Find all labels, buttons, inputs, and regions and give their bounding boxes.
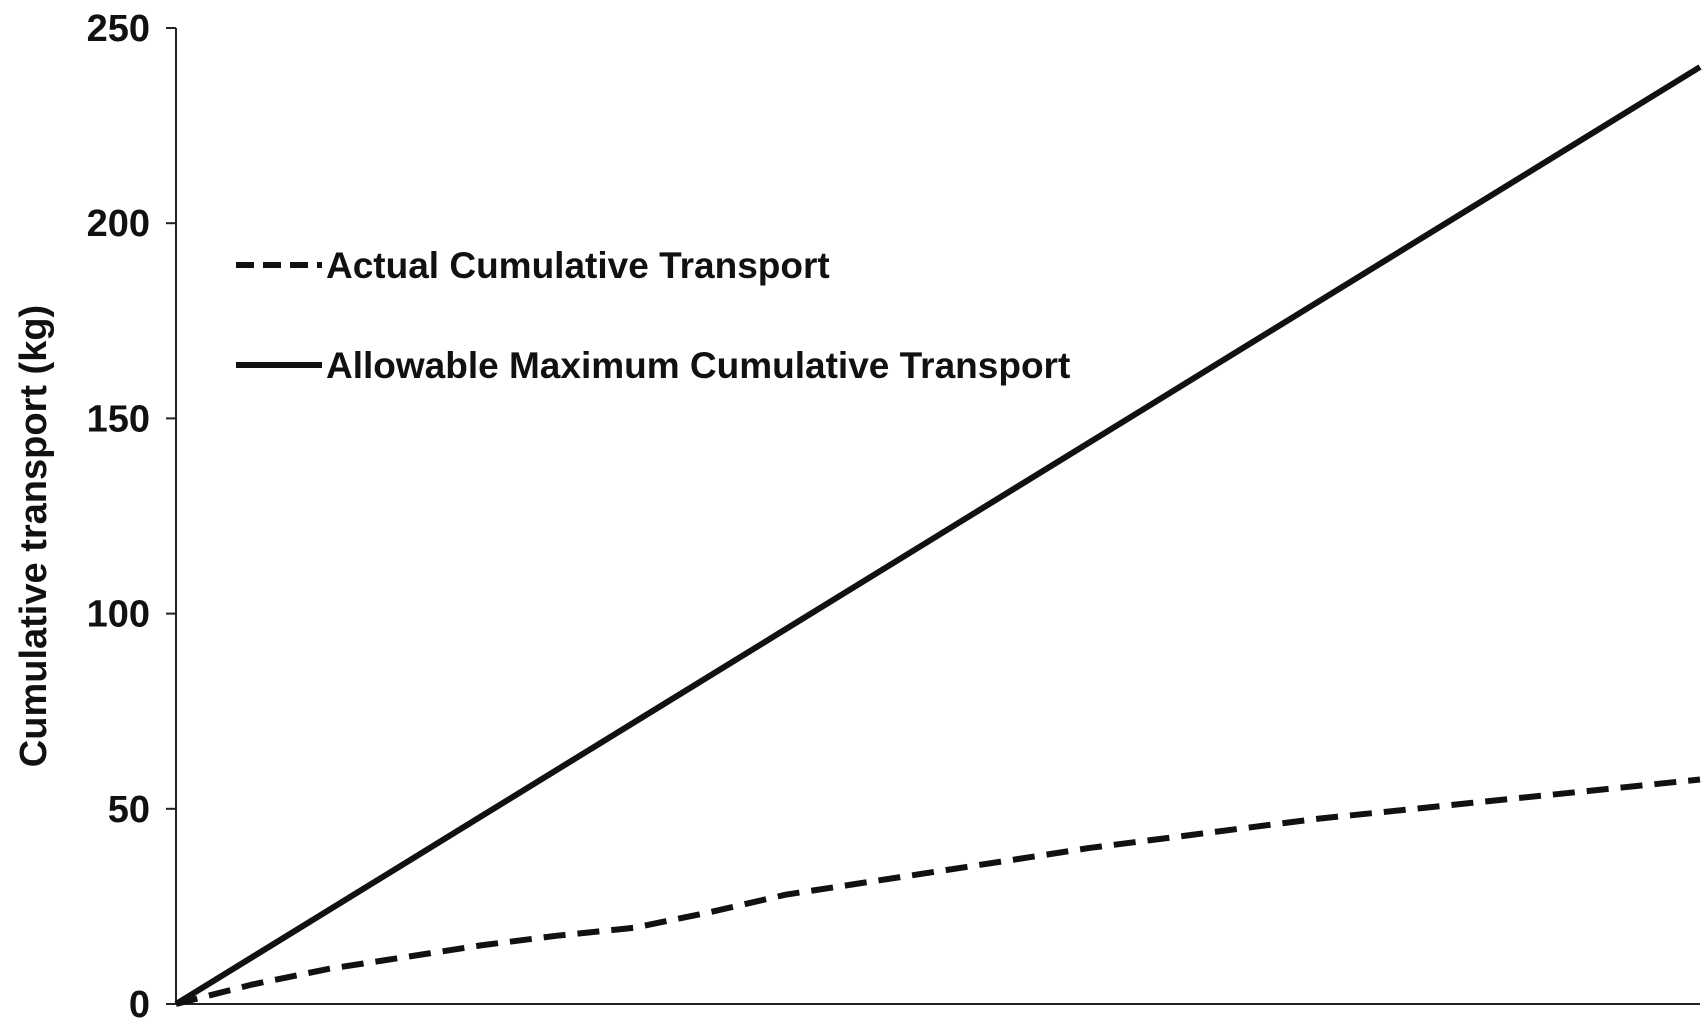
axes bbox=[175, 28, 1700, 1005]
y-ticks: 0 50 100 150 200 250 bbox=[87, 8, 176, 1026]
series bbox=[174, 64, 1702, 1007]
y-tick-label: 250 bbox=[87, 8, 150, 50]
series-line-allowable bbox=[174, 64, 1702, 1007]
y-tick-label: 50 bbox=[108, 789, 150, 831]
y-tick-label: 0 bbox=[129, 984, 150, 1026]
series-line-actual bbox=[175, 776, 1701, 1007]
y-tick-label: 200 bbox=[87, 203, 150, 245]
y-tick-label: 100 bbox=[87, 594, 150, 636]
legend-label: Allowable Maximum Cumulative Transport bbox=[326, 345, 1070, 386]
y-axis-title: Cumulative transport (kg) bbox=[13, 305, 55, 767]
legend-label: Actual Cumulative Transport bbox=[326, 245, 830, 286]
legend: Actual Cumulative Transport Allowable Max… bbox=[236, 245, 1070, 386]
y-tick-label: 150 bbox=[87, 398, 150, 440]
